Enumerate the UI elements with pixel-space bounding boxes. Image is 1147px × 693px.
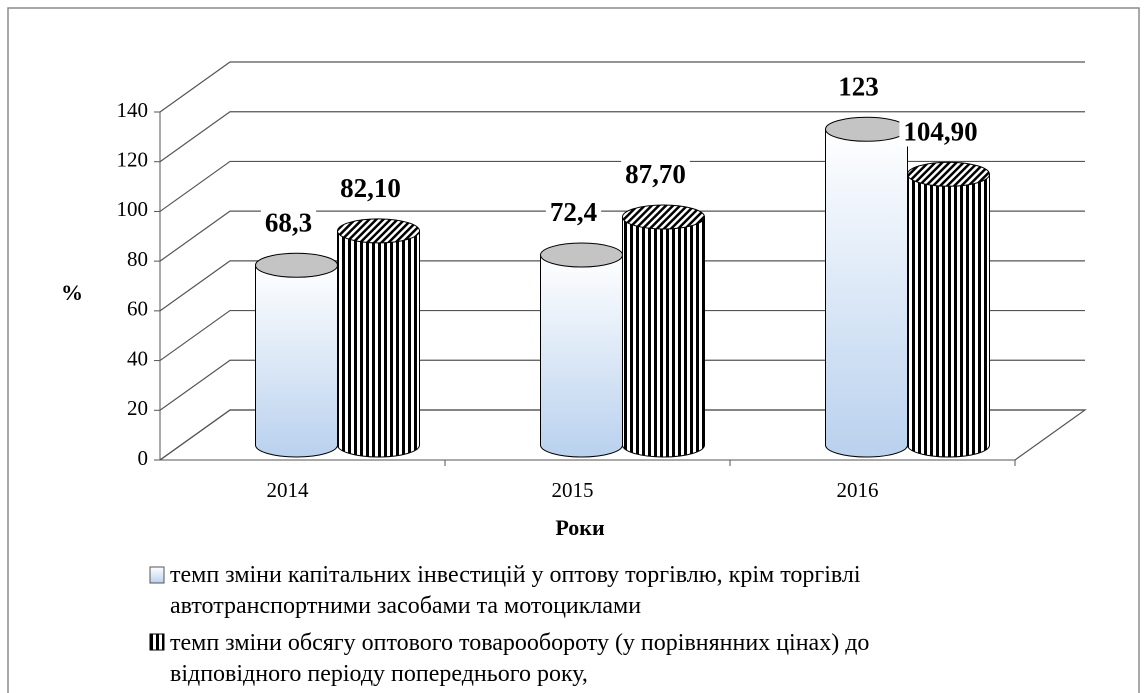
data-label: 68,3 [265, 207, 312, 237]
cylinder-body [255, 264, 338, 458]
y-tick-label: 120 [117, 148, 149, 172]
y-axis-label: % [61, 280, 83, 305]
cylinder-body [540, 254, 623, 458]
label-background [899, 116, 982, 147]
x-tick-label: 2016 [837, 478, 879, 502]
x-axis-label: Роки [555, 515, 605, 540]
cylinder-body [337, 230, 420, 458]
y-tick-label: 0 [138, 446, 149, 470]
y-tick-label: 80 [127, 247, 148, 271]
legend-marker [149, 566, 165, 584]
data-label: 87,70 [625, 159, 686, 189]
cylinder-top [907, 161, 990, 187]
y-tick-label: 60 [127, 297, 148, 321]
grid-line [159, 210, 1085, 262]
cylinder-body [825, 128, 908, 458]
label-background [545, 197, 602, 228]
grid-line [159, 359, 1085, 411]
label-background [336, 173, 405, 204]
legend-marker [149, 633, 165, 651]
cylinder-top [255, 252, 338, 278]
legend-entry: темп зміни обсягу оптового товарообороту… [170, 630, 870, 687]
chart-border [7, 7, 1140, 693]
grid-line [159, 409, 1085, 461]
cylinder-body [622, 216, 705, 458]
cylinder-top [337, 218, 420, 244]
x-tick-label: 2014 [267, 478, 310, 502]
x-tick-label: 2015 [552, 478, 594, 502]
label-background [834, 71, 883, 102]
grid-line [159, 309, 1085, 362]
y-tick-label: 40 [127, 346, 148, 370]
cylinder-top [622, 204, 705, 230]
data-label: 82,10 [340, 173, 401, 203]
grid-line [159, 160, 1085, 212]
data-label: 123 [838, 71, 879, 101]
label-background [621, 159, 690, 190]
y-tick-label: 140 [117, 98, 149, 122]
y-tick-label: 20 [127, 396, 148, 420]
cylinder-body [907, 173, 990, 458]
data-label: 104,90 [903, 116, 977, 146]
label-background [260, 207, 317, 238]
cylinder-top [825, 116, 908, 142]
grid-line [159, 61, 1085, 113]
grid-line [159, 260, 1085, 312]
cylinder-top [540, 242, 623, 268]
y-tick-label: 100 [117, 197, 149, 221]
data-label: 72,4 [550, 197, 597, 227]
grid-line [159, 111, 1085, 163]
legend-entry: темп зміни капітальних інвестицій у опто… [170, 562, 861, 619]
